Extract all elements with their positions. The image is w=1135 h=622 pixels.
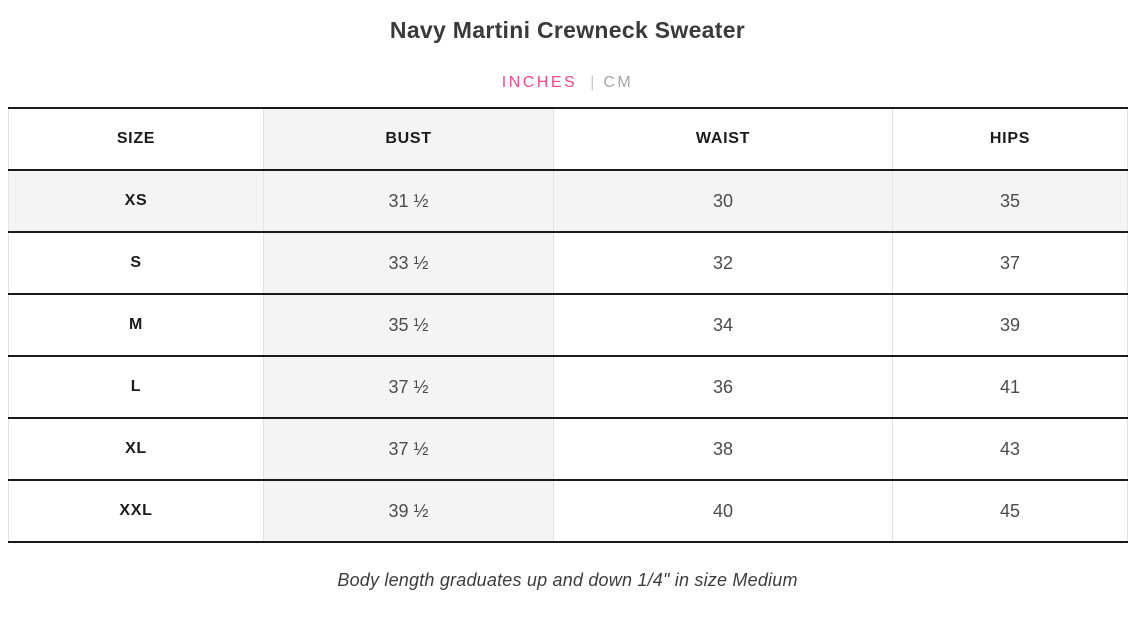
size-cell: M: [8, 294, 264, 357]
table-row-l: L 37 ½ 36 41: [8, 356, 1128, 419]
bust-cell: 37 ½: [263, 356, 554, 419]
table-row-m: M 35 ½ 34 39: [8, 294, 1128, 357]
footnote: Body length graduates up and down 1/4" i…: [337, 570, 798, 590]
hips-cell: 43: [892, 418, 1128, 481]
unit-toggle: INCHES | CM: [0, 75, 1135, 91]
page-title: Navy Martini Crewneck Sweater: [389, 17, 746, 43]
size-cell: S: [8, 232, 264, 295]
hips-cell: 39: [892, 294, 1128, 357]
bust-cell: 31 ½: [263, 170, 554, 233]
size-cell: XXL: [8, 480, 264, 543]
waist-cell: 34: [553, 294, 893, 357]
size-cell: L: [8, 356, 264, 419]
waist-cell: 30: [553, 170, 893, 233]
size-cell: XS: [8, 170, 264, 233]
waist-cell: 36: [553, 356, 893, 419]
table-row-xxl: XXL 39 ½ 40 45: [8, 480, 1128, 543]
hips-cell: 45: [892, 480, 1128, 543]
hips-cell: 41: [892, 356, 1128, 419]
hips-cell: 37: [892, 232, 1128, 295]
table-row-s: S 33 ½ 32 37: [8, 232, 1128, 295]
waist-cell: 32: [553, 232, 893, 295]
column-header-size: SIZE: [8, 108, 264, 171]
column-header-hips: HIPS: [892, 108, 1128, 171]
size-cell: XL: [8, 418, 264, 481]
waist-cell: 38: [553, 418, 893, 481]
table-row-xl: XL 37 ½ 38 43: [8, 418, 1128, 481]
column-header-bust: BUST: [263, 108, 554, 171]
waist-cell: 40: [553, 480, 893, 543]
bust-cell: 37 ½: [263, 418, 554, 481]
unit-toggle-divider: |: [590, 74, 595, 91]
size-chart-table: SIZE BUST WAIST HIPS XS 31 ½ 30 35 S 33 …: [8, 107, 1128, 543]
table-header-row: SIZE BUST WAIST HIPS: [8, 108, 1128, 171]
table-row-xs: XS 31 ½ 30 35: [8, 170, 1128, 233]
unit-cm-button[interactable]: CM: [603, 74, 634, 91]
bust-cell: 33 ½: [263, 232, 554, 295]
bust-cell: 39 ½: [263, 480, 554, 543]
unit-inches-button[interactable]: INCHES: [501, 74, 578, 91]
column-header-waist: WAIST: [553, 108, 893, 171]
bust-cell: 35 ½: [263, 294, 554, 357]
hips-cell: 35: [892, 170, 1128, 233]
